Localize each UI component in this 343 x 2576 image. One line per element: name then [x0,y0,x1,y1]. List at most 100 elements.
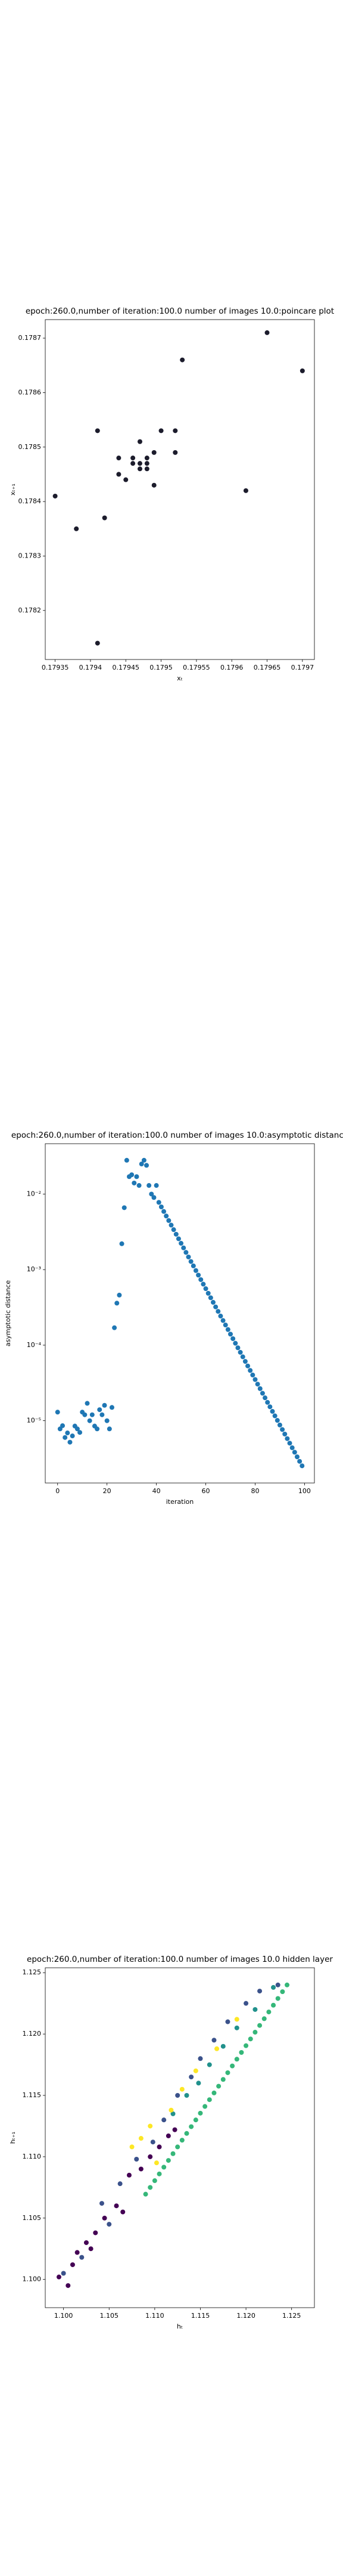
point [149,1191,154,1197]
y-tick-label: 0.1785 [18,443,42,451]
point [74,1426,80,1432]
point [228,1332,233,1337]
x-tick-label: 1.115 [191,2312,210,2320]
y-tick-label: 1.125 [23,1968,42,1976]
x-tick-label: 1.110 [145,2312,164,2320]
point [77,1430,83,1435]
y-tick-label: 1.105 [23,2214,42,2222]
point [213,1304,219,1309]
point [300,368,305,373]
y-tick-label: 0.1787 [18,334,42,342]
point [129,1172,135,1178]
point [137,439,142,444]
point [180,357,185,363]
point [263,1395,268,1401]
point [150,2140,155,2145]
point [234,2057,239,2062]
point [225,2070,230,2075]
point [134,1174,139,1179]
point [244,2001,249,2006]
x-axis-label: hₜ [177,2323,183,2330]
point [114,2203,119,2209]
point [193,2068,198,2073]
point [151,450,157,455]
x-tick-label: 1.105 [100,2312,119,2320]
point [220,2077,226,2082]
point [260,1391,265,1396]
point [161,2165,167,2170]
x-tick-label: 0.1797 [291,664,314,671]
point [271,2002,276,2008]
point [261,2016,267,2021]
plot-frame [45,1967,315,2308]
point [144,461,149,466]
point [138,2166,144,2172]
point [285,1982,290,1987]
point [99,1412,105,1417]
point [143,2191,148,2197]
point [144,466,149,472]
point [154,1183,159,1188]
point [85,1401,90,1406]
point [205,1290,211,1296]
point [148,2185,153,2190]
point [132,1180,137,1185]
point [280,1427,285,1432]
x-tick-label: 1.125 [282,2312,301,2320]
point [141,1157,146,1163]
point [248,2036,253,2042]
point [152,2178,157,2184]
point [243,488,248,493]
point [148,2123,153,2129]
point [271,1984,276,1990]
point [264,330,270,335]
x-tick-label: 1.100 [54,2312,73,2320]
point [184,2131,189,2136]
plot-frame [45,319,315,660]
point [292,1450,297,1455]
point [272,1413,277,1419]
y-axis-label: hₜ₊₁ [9,2132,17,2144]
point [179,1241,184,1246]
point [137,461,142,466]
point [134,2157,139,2162]
x-tick-label: 0.17935 [42,664,69,671]
point [193,1268,198,1273]
point [198,2110,203,2116]
point [234,2017,239,2022]
point [151,1195,157,1200]
y-tick-label: 10⁻² [27,1190,41,1197]
point [166,2158,171,2163]
x-axis-label: xₜ [177,674,183,682]
point [139,1162,144,1167]
point [225,1327,230,1332]
point [129,2144,135,2150]
point [265,1400,270,1405]
point [158,1205,164,1210]
point [99,2201,104,2206]
point [239,2049,244,2055]
x-tick-label: 0.1795 [149,664,173,671]
point [184,2093,189,2098]
point [181,1245,186,1250]
point [70,2262,75,2267]
point [294,1454,300,1460]
y-tick-label: 0.1783 [18,552,42,559]
point [252,2030,258,2035]
chart-title: epoch:260.0,number of iteration:100.0 nu… [11,1131,343,1140]
y-tick-label: 1.115 [23,2091,42,2099]
point [216,1309,221,1314]
point [175,2093,180,2098]
point [252,1377,258,1382]
x-tick-label: 20 [103,1487,111,1495]
x-axis-label: iteration [166,1498,194,1506]
x-tick-label: 40 [152,1487,161,1495]
point [297,1459,303,1464]
y-tick-label: 10⁻³ [27,1265,41,1273]
point [203,1286,208,1292]
point [120,2209,126,2215]
x-tick-label: 0.17945 [112,664,139,671]
point [238,1349,243,1355]
point [193,2117,198,2123]
point [275,1996,280,2001]
